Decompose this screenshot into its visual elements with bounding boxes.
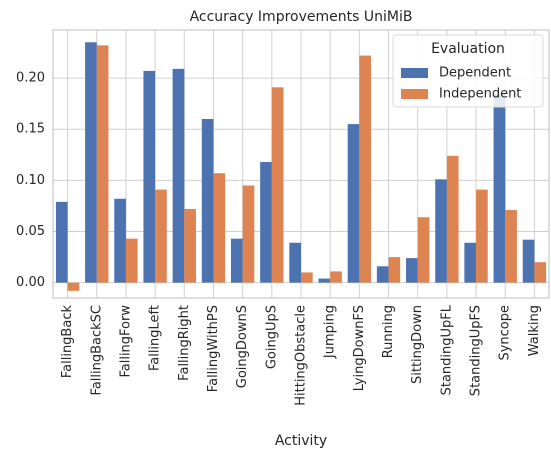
legend-box xyxy=(392,34,544,108)
legend-swatch xyxy=(401,68,428,78)
legend-swatch xyxy=(401,89,428,99)
x-tick-label: FallingForw xyxy=(118,305,133,378)
x-axis-label: Activity xyxy=(275,433,327,449)
bar xyxy=(388,257,401,283)
bar xyxy=(96,45,109,283)
bar xyxy=(464,242,477,283)
x-tick-label: FallingBackSC xyxy=(89,305,104,395)
x-tick-label: GoingDownS xyxy=(235,305,250,388)
bar xyxy=(271,87,284,283)
legend-label: Independent xyxy=(439,87,521,102)
y-tick-label: 0.05 xyxy=(16,224,45,239)
bar xyxy=(417,217,430,283)
bar xyxy=(289,242,301,283)
bar xyxy=(114,198,126,283)
y-tick-label: 0.15 xyxy=(16,122,45,137)
x-tick-label: Jumping xyxy=(323,305,338,359)
x-tick-label: StandingUpFS xyxy=(469,305,484,396)
bar xyxy=(242,185,255,283)
bar xyxy=(435,179,447,283)
bar xyxy=(143,70,156,283)
bar xyxy=(476,189,488,283)
bar xyxy=(522,239,535,283)
x-tick-label: StandingUpFL xyxy=(439,304,454,395)
bar xyxy=(155,189,167,283)
x-tick-label: Syncope xyxy=(498,305,513,361)
x-tick-label: FallingBack xyxy=(60,305,75,379)
x-tick-label: SittingDown xyxy=(410,305,425,384)
bar xyxy=(67,282,80,291)
plot-frame xyxy=(52,29,550,299)
bar xyxy=(301,272,313,283)
bar xyxy=(172,68,185,283)
x-tick-label: FallingLeft xyxy=(148,305,163,371)
x-tick-label: FallingWithPS xyxy=(206,305,221,392)
bar xyxy=(376,266,389,283)
chart-title: Accuracy Improvements UniMiB xyxy=(190,9,413,25)
y-tick-label: 0.00 xyxy=(16,275,45,290)
bar xyxy=(230,238,243,283)
legend-label: Dependent xyxy=(439,66,511,81)
x-tick-label: GoingUpS xyxy=(264,305,279,369)
bar xyxy=(184,209,196,283)
bar xyxy=(505,210,517,283)
bar xyxy=(446,155,459,283)
bar xyxy=(347,124,360,283)
bar xyxy=(493,93,506,283)
bar xyxy=(359,55,372,283)
y-tick-label: 0.20 xyxy=(16,71,45,86)
x-tick-label: FallingRight xyxy=(177,305,192,381)
legend-title: Evaluation xyxy=(431,41,505,57)
y-tick-label: 0.10 xyxy=(16,173,45,188)
bar xyxy=(534,262,547,283)
bar xyxy=(213,173,226,283)
bar xyxy=(330,271,342,283)
bar xyxy=(85,42,97,283)
x-tick-label: HittingObstacle xyxy=(294,305,309,406)
x-tick-label: Running xyxy=(381,305,396,358)
bar xyxy=(260,161,272,283)
bar xyxy=(201,118,214,283)
bar xyxy=(318,278,331,283)
bar xyxy=(125,238,138,283)
x-tick-label: Walking xyxy=(527,305,542,356)
bar xyxy=(406,258,418,283)
x-tick-label: LyingDownFS xyxy=(352,305,367,391)
bar xyxy=(55,201,68,283)
